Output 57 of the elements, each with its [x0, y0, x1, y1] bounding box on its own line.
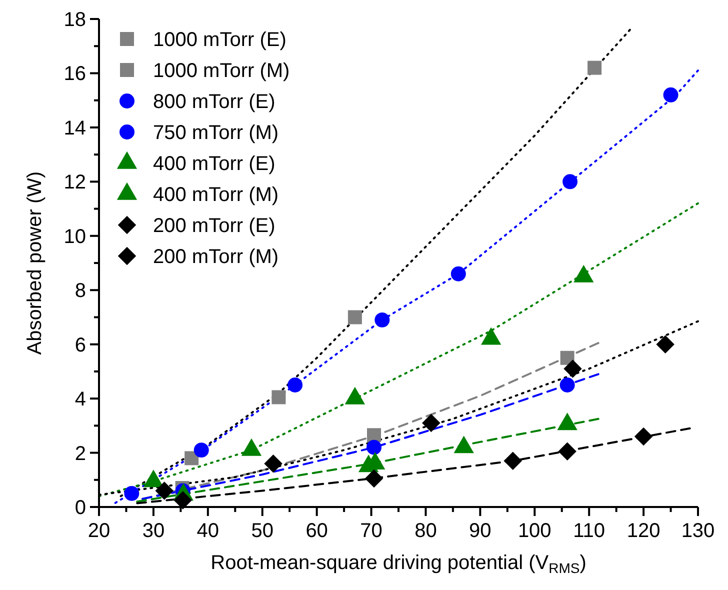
point — [124, 486, 140, 501]
x-tick-label: 130 — [681, 520, 715, 542]
point — [174, 491, 192, 510]
y-tick-label: 18 — [64, 9, 86, 31]
point — [663, 87, 678, 102]
point — [656, 335, 674, 354]
point — [272, 390, 286, 404]
point — [364, 469, 384, 488]
x-axis-title: Root-mean-square driving potential (V$_{RMS}$) — [210, 552, 586, 576]
legend-label: 200 mTorr (E) — [153, 215, 276, 237]
point — [558, 442, 576, 461]
point — [564, 360, 582, 378]
legend-label: 1000 mTorr (M) — [153, 60, 290, 82]
point — [562, 174, 578, 190]
x-tick-label: 80 — [414, 520, 437, 542]
y-tick-label: 12 — [64, 172, 86, 194]
y-tick-label: 2 — [74, 442, 86, 465]
y-tick-label: 14 — [64, 117, 86, 140]
point — [366, 440, 382, 455]
legend-label: 1000 mTorr (E) — [153, 29, 286, 51]
y-tick-label: 4 — [74, 388, 86, 411]
x-tick-label: 100 — [518, 520, 552, 542]
x-tick-label: 50 — [251, 520, 274, 542]
y-tick-label: 10 — [64, 226, 86, 248]
y-tick-label: 6 — [74, 334, 86, 356]
point — [588, 60, 602, 75]
point — [194, 442, 209, 458]
point — [155, 482, 174, 500]
x-tick-label: 30 — [142, 520, 165, 542]
point — [366, 428, 381, 442]
x-tick-label: 70 — [360, 520, 382, 542]
line-series — [142, 373, 600, 500]
y-axis-title: Absorbed power (W) — [24, 171, 46, 355]
legend-label: 200 mTorr (M) — [153, 246, 279, 268]
x-tick-label: 20 — [88, 520, 110, 542]
x-tick-label: 120 — [626, 520, 660, 542]
point — [374, 312, 390, 328]
point — [634, 427, 653, 446]
x-tick-label: 60 — [306, 520, 328, 542]
point — [288, 378, 303, 392]
legend-label: 400 mTorr (E) — [153, 153, 276, 175]
point — [264, 454, 282, 473]
point — [450, 266, 466, 282]
y-tick-label: 0 — [74, 497, 86, 519]
y-tick-label: 8 — [74, 280, 86, 302]
point — [560, 378, 575, 392]
x-tick-label: 110 — [573, 520, 606, 542]
y-tick-label: 16 — [64, 63, 86, 86]
point — [348, 310, 362, 324]
point — [422, 414, 440, 432]
legend-label: 750 mTorr (M) — [153, 122, 279, 144]
point — [184, 451, 199, 466]
legend-label: 800 mTorr (E) — [153, 91, 276, 113]
legend-label: 400 mTorr (M) — [153, 184, 279, 206]
point — [504, 452, 522, 470]
x-tick-label: 90 — [469, 520, 492, 542]
x-tick-label: 40 — [196, 520, 220, 542]
